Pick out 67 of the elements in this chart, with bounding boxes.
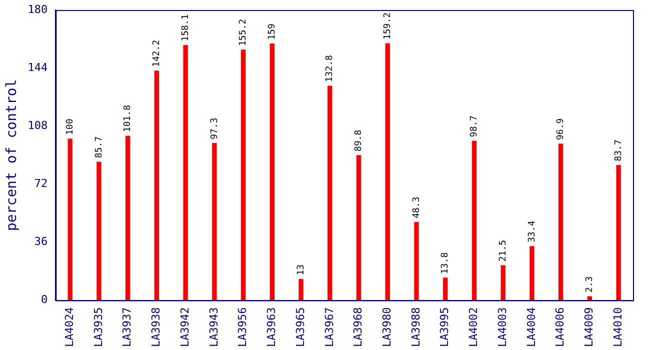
data-label: 21.5: [498, 240, 508, 262]
y-axis-title: percent of control: [4, 79, 20, 231]
x-tick-label: LA3988: [409, 307, 422, 348]
bar: [240, 50, 246, 300]
data-label: 85.7: [94, 136, 104, 158]
x-tick-label: LA4009: [582, 307, 596, 348]
data-label: 155.2: [238, 18, 249, 46]
data-label: 101.8: [123, 105, 134, 132]
bar: [472, 140, 477, 300]
data-label: 97.3: [210, 118, 220, 140]
bar: [616, 164, 621, 300]
bar: [68, 138, 72, 300]
x-tick-label: LA3968: [352, 307, 365, 348]
x-tick-label: LA3956: [236, 307, 250, 348]
bar: [126, 136, 130, 300]
x-tick-label: LA3980: [380, 307, 394, 348]
bar: [212, 143, 217, 300]
data-label: 100: [65, 118, 76, 136]
x-tick-label: LA3935: [92, 307, 105, 348]
data-label: 158.1: [180, 14, 191, 42]
data-label: 96.9: [556, 118, 566, 140]
x-tick-label: LA4003: [496, 307, 509, 348]
bar: [183, 44, 188, 300]
y-tick-label: 0: [41, 293, 48, 306]
x-tick-label: LA4006: [554, 307, 567, 348]
x-tick-label: LA4002: [467, 307, 480, 348]
bar: [587, 296, 592, 300]
y-tick-label: 144: [28, 60, 48, 74]
data-label: 33.4: [527, 220, 538, 242]
bar: [270, 44, 274, 300]
data-label: 142.2: [152, 40, 162, 67]
x-tick-label: LA4024: [62, 306, 76, 348]
bar: [154, 70, 160, 300]
bar: [298, 278, 304, 300]
y-tick-label: 72: [34, 177, 48, 190]
y-tick-label: 36: [34, 235, 48, 248]
data-label: 13.8: [440, 252, 451, 274]
bar: [500, 265, 506, 300]
x-tick-label: LA3937: [120, 307, 134, 348]
x-tick-label: LA3965: [294, 307, 307, 348]
data-label: 89.8: [354, 130, 364, 152]
bar: [385, 43, 390, 300]
data-label: 83.7: [614, 140, 624, 162]
bar: [96, 162, 102, 300]
data-label: 13: [296, 264, 306, 276]
x-tick-label: LA4010: [611, 307, 624, 348]
data-label: 159.2: [382, 12, 393, 40]
bar: [530, 246, 534, 300]
data-label: 2.3: [585, 276, 596, 293]
data-label: 98.7: [470, 115, 480, 138]
y-tick-label: 108: [28, 118, 48, 132]
bar: [414, 222, 419, 300]
x-tick-label: LA3943: [207, 307, 220, 348]
data-label: 159: [268, 24, 278, 40]
x-tick-label: LA3995: [438, 307, 452, 348]
x-tick-label: LA4004: [524, 306, 538, 348]
data-label: 48.3: [412, 196, 422, 218]
x-tick-label: LA3942: [178, 307, 192, 348]
bar: [443, 278, 448, 300]
x-tick-label: LA3938: [150, 307, 163, 348]
bar: [558, 144, 564, 300]
bar: [356, 155, 362, 300]
x-tick-label: LA3963: [265, 307, 278, 348]
y-tick-label: 180: [28, 2, 48, 16]
x-tick-label: LA3967: [322, 307, 336, 348]
bar: [328, 86, 332, 300]
data-label: 132.8: [325, 55, 336, 82]
